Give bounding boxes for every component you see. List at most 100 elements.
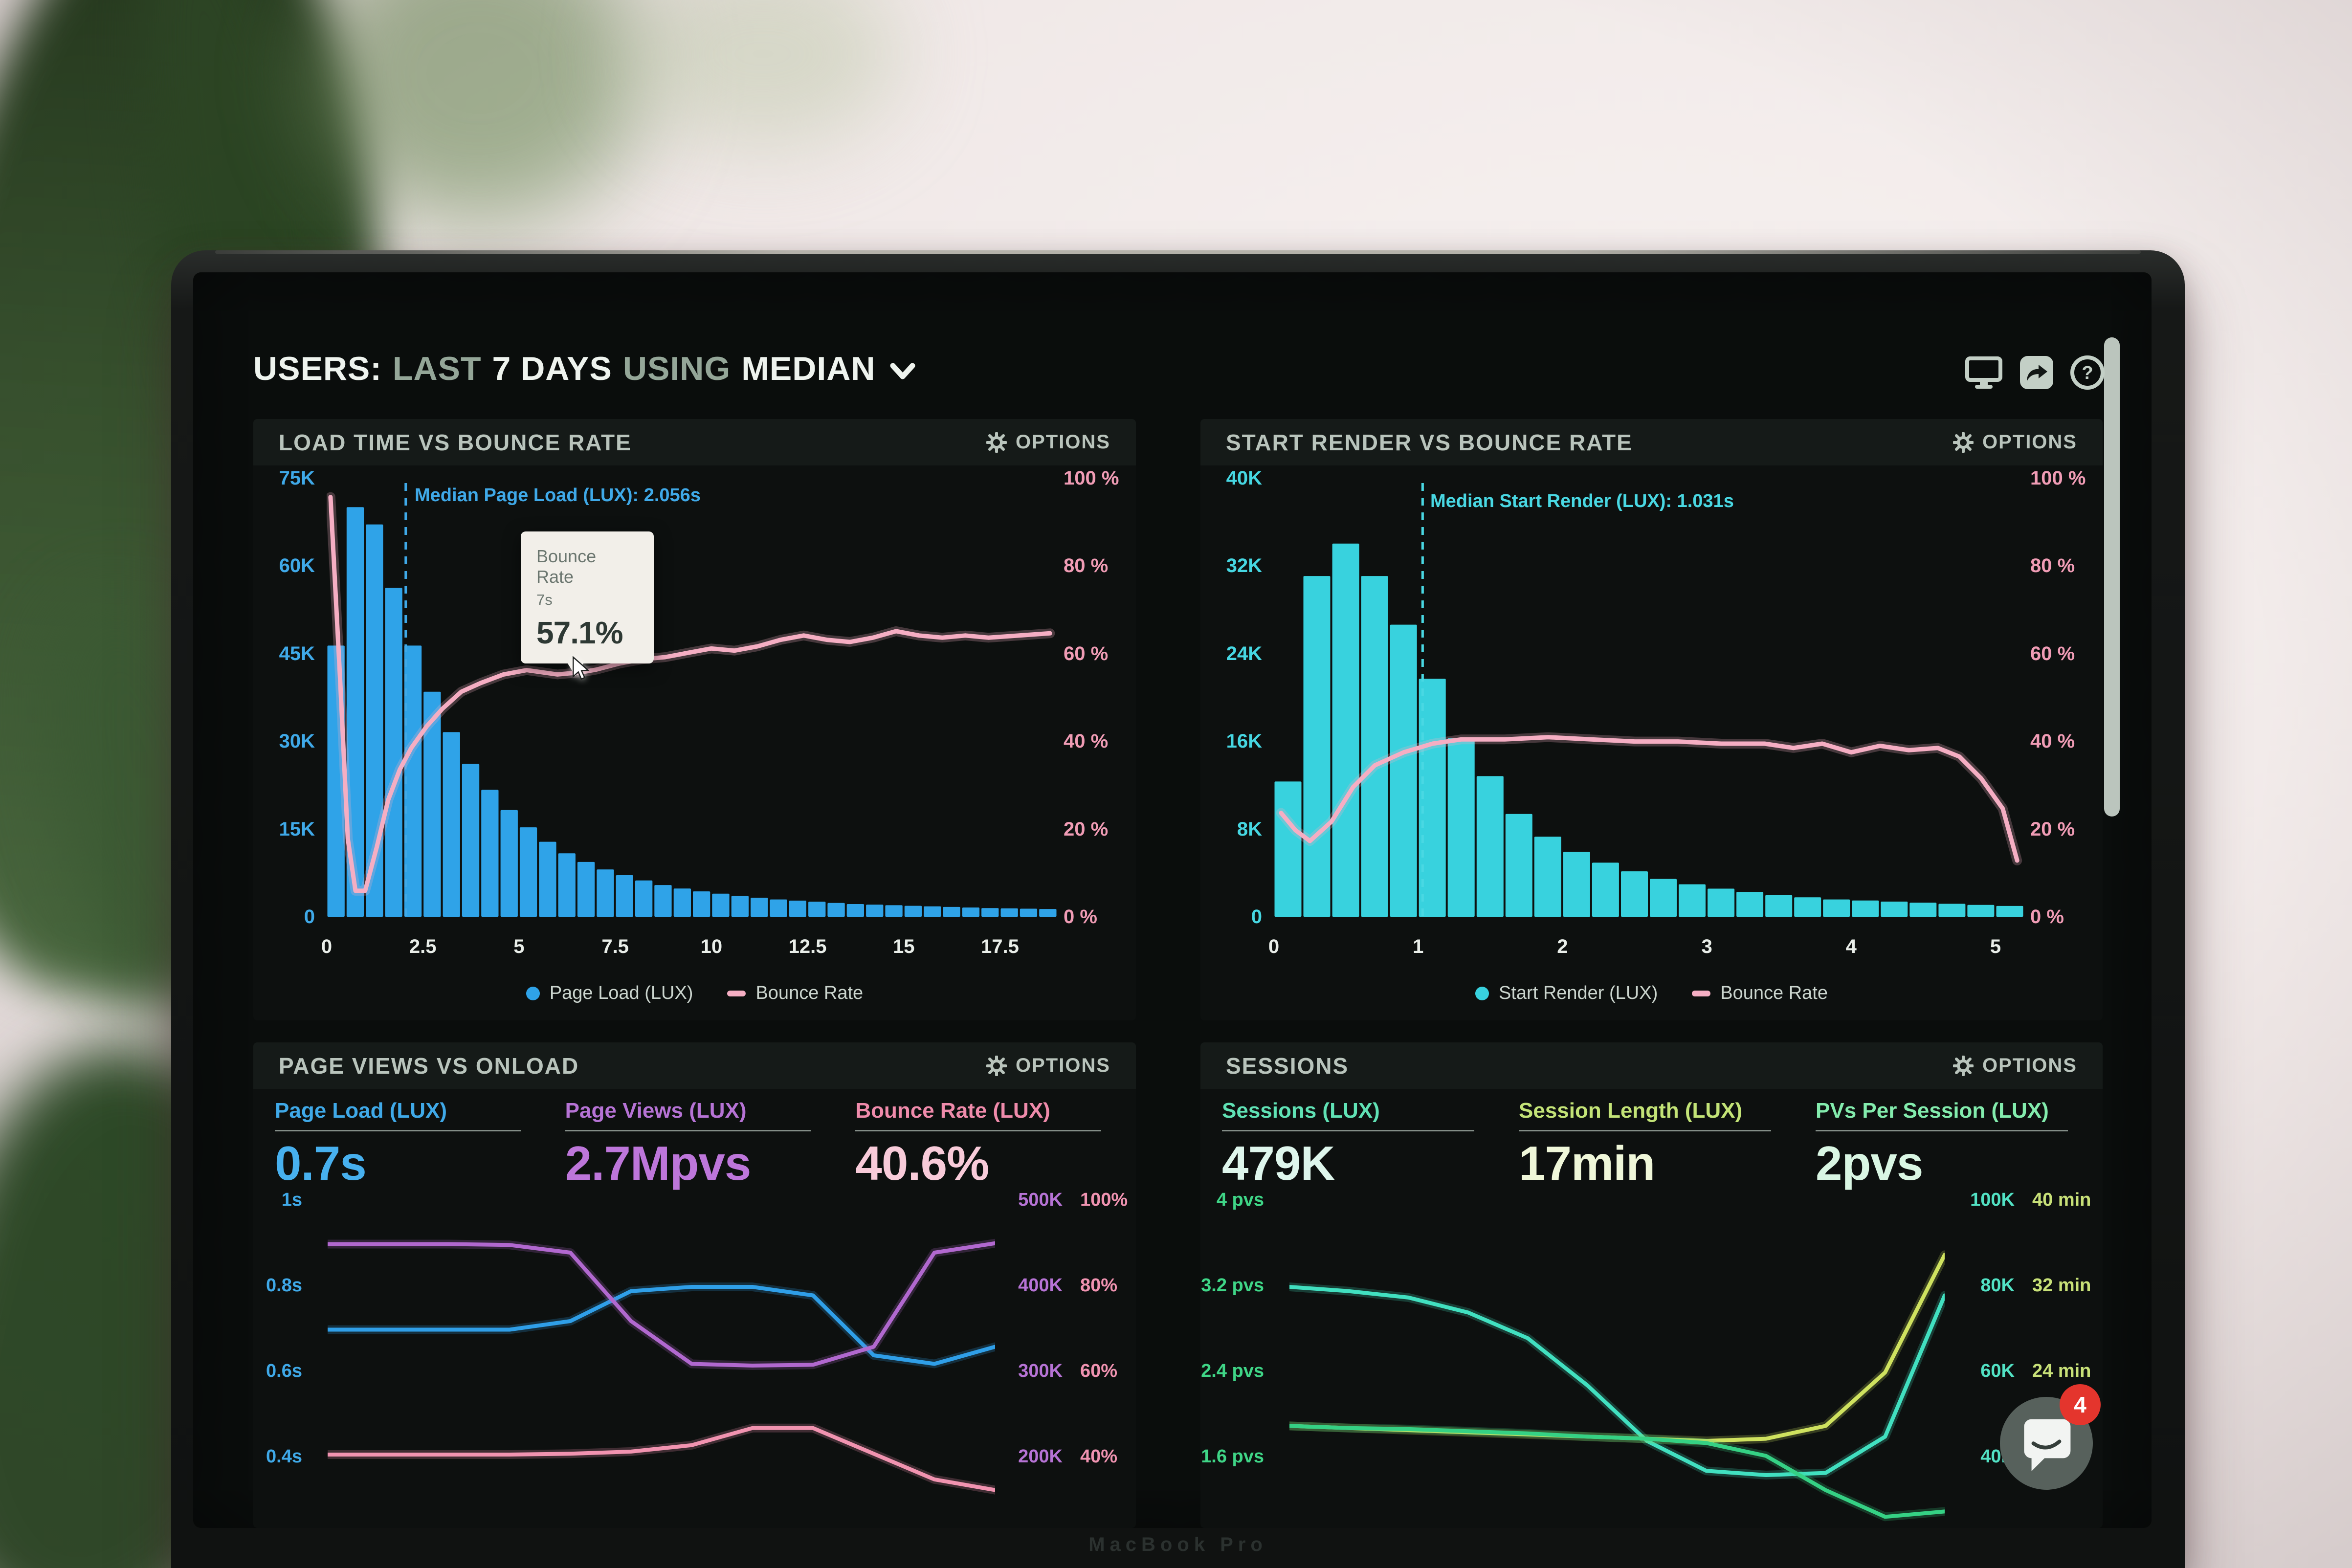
x-axis-label: 4 xyxy=(1845,936,1857,957)
chat-unread-badge: 4 xyxy=(2060,1384,2101,1425)
options-label: OPTIONS xyxy=(1015,1055,1110,1076)
options-button[interactable]: OPTIONS xyxy=(1953,431,2077,453)
options-button[interactable]: OPTIONS xyxy=(986,431,1110,453)
tooltip-x-value: 7s xyxy=(536,591,553,608)
share-icon[interactable] xyxy=(2019,355,2054,392)
legend-label: Bounce Rate xyxy=(755,983,864,1003)
y-axis-right: 100 % 80 % 60 % 40 % 20 % 0 % xyxy=(2030,467,2098,928)
y-axis-right: 500K 100% 400K 80% 300K 60% 200K 40% xyxy=(1004,1184,1128,1528)
y-axis-left: 1s 0.8s 0.6s 0.4s xyxy=(253,1184,302,1528)
help-icon[interactable]: ? xyxy=(2070,355,2105,392)
metric-label: Bounce Rate (LUX) xyxy=(855,1099,1050,1123)
x-axis-label: 2 xyxy=(1557,936,1568,957)
laptop-brand-text: MacBook Pro xyxy=(1088,1534,1267,1555)
svg-text:?: ? xyxy=(2082,363,2093,383)
title-part: USING xyxy=(622,350,731,387)
x-axis-label: 15 xyxy=(893,936,915,957)
sessions-plot[interactable] xyxy=(1289,1184,1945,1528)
panel-header: PAGE VIEWS VS ONLOAD xyxy=(253,1042,1136,1089)
load-time-chart: 75K 60K 45K 30K 15K 0 100 % 80 % 60 % 40 % 20 % 0 … xyxy=(253,465,1136,1020)
x-axis-label: 7.5 xyxy=(601,936,629,957)
options-button[interactable]: OPTIONS xyxy=(986,1055,1110,1077)
y-axis-label: 80% xyxy=(1080,1275,1118,1296)
median-annotation: Median Page Load (LUX): 2.056s xyxy=(415,485,701,506)
x-axis-label: 12.5 xyxy=(788,936,827,957)
legend-item[interactable]: Bounce Rate xyxy=(727,983,863,1004)
dashboard-screen: USERS: LAST 7 DAYS USING MEDIAN xyxy=(193,272,2152,1528)
y-axis-label: 20 % xyxy=(2030,818,2075,840)
load-time-vs-bounce-rate-bars xyxy=(327,507,1057,917)
y-axis-right-row: 200K 40% xyxy=(1004,1446,1117,1467)
y-axis-label: 0 xyxy=(304,905,315,928)
y-axis-label: 0.6s xyxy=(266,1361,302,1381)
series-line xyxy=(328,1426,995,1492)
bounce-rate-line xyxy=(1279,735,2019,863)
metric-page-views: Page Views (LUX) 2.7Mpvs xyxy=(565,1099,821,1187)
bounce-rate-line xyxy=(328,495,1052,893)
y-axis-label: 100K xyxy=(1970,1190,2015,1210)
panel-title: START RENDER VS BOUNCE RATE xyxy=(1226,429,1633,455)
metric-sessions: Sessions (LUX) 479K xyxy=(1222,1099,1485,1187)
legend-item[interactable]: Start Render (LUX) xyxy=(1475,983,1658,1004)
plant-leaf-blur xyxy=(313,0,645,225)
page-views-plot[interactable] xyxy=(328,1184,995,1528)
metric-value: 2pvs xyxy=(1816,1136,1923,1190)
header-icons: ? xyxy=(1964,354,2105,392)
options-label: OPTIONS xyxy=(1015,431,1110,453)
legend-item[interactable]: Page Load (LUX) xyxy=(526,983,693,1004)
y-axis-label: 32K xyxy=(1226,555,1262,577)
legend-label: Page Load (LUX) xyxy=(549,983,693,1003)
y-axis-left: 40K 32K 24K 16K 8K 0 xyxy=(1204,467,1262,928)
x-axis-label: 1 xyxy=(1413,936,1424,957)
y-axis-right-row: 100K 40 min xyxy=(1956,1190,2091,1211)
panel-page-views-vs-onload: PAGE VIEWS VS ONLOAD xyxy=(253,1042,1136,1528)
series-line xyxy=(1289,1424,1945,1519)
y-axis-label: 0 % xyxy=(1064,905,1097,928)
y-axis-label: 8K xyxy=(1237,818,1262,840)
title-part: USERS: xyxy=(253,350,382,387)
start-render-plot[interactable] xyxy=(1274,480,2024,918)
y-axis-label: 16K xyxy=(1226,730,1262,752)
metric-value: 0.7s xyxy=(275,1136,367,1190)
y-axis-label: 60 % xyxy=(1064,642,1109,664)
y-axis-label: 0.8s xyxy=(266,1275,302,1296)
load-time-plot[interactable] xyxy=(327,480,1058,918)
metric-value: 17min xyxy=(1519,1136,1655,1190)
vertical-scrollbar[interactable] xyxy=(2104,337,2120,817)
metric-underline xyxy=(1816,1130,2068,1131)
y-axis-label: 2.4 pvs xyxy=(1201,1361,1264,1381)
metric-underline xyxy=(275,1130,521,1131)
y-axis-label: 0 xyxy=(1251,905,1262,928)
chevron-down-icon[interactable] xyxy=(889,361,916,382)
chat-widget-button[interactable]: 4 xyxy=(2000,1384,2101,1490)
y-axis-label: 0.4s xyxy=(266,1446,302,1467)
gear-icon xyxy=(1953,432,1974,453)
x-axis-label: 2.5 xyxy=(409,936,437,957)
metric-label: Page Load (LUX) xyxy=(275,1099,447,1123)
y-axis-right-row: 80K 32 min xyxy=(1956,1275,2091,1296)
y-axis-label: 400K xyxy=(1018,1275,1063,1296)
title-part: MEDIAN xyxy=(741,350,876,387)
panel-header: SESSIONS OPTIONS xyxy=(1200,1042,2103,1089)
y-axis-label: 40% xyxy=(1080,1446,1118,1467)
legend-dot-marker xyxy=(1475,986,1489,1000)
legend-label: Start Render (LUX) xyxy=(1499,983,1658,1003)
sessions-chart: 4 pvs 3.2 pvs 2.4 pvs 1.6 pvs 100K 40 min 80K… xyxy=(1200,1184,2103,1528)
y-axis-label: 100 % xyxy=(1064,467,1119,489)
legend-item[interactable]: Bounce Rate xyxy=(1692,983,1828,1004)
series-line xyxy=(328,1285,995,1366)
display-icon[interactable] xyxy=(1964,354,2003,392)
y-axis-label: 32 min xyxy=(2032,1275,2091,1296)
y-axis-label: 0 % xyxy=(2030,905,2064,928)
y-axis-right-row: 500K 100% xyxy=(1004,1190,1128,1211)
x-axis-label: 0 xyxy=(1268,936,1280,957)
y-axis-label: 45K xyxy=(279,642,315,664)
x-axis-label: 17.5 xyxy=(981,936,1019,957)
y-axis-label: 24 min xyxy=(2032,1361,2091,1381)
chart-tooltip: Bounce Rate 7s 57.1% xyxy=(521,531,654,676)
metric-label: PVs Per Session (LUX) xyxy=(1816,1099,2049,1123)
options-button[interactable]: OPTIONS xyxy=(1953,1055,2077,1077)
panel-title: PAGE VIEWS VS ONLOAD xyxy=(279,1053,579,1079)
y-axis-label: 80 % xyxy=(2030,555,2075,577)
options-label: OPTIONS xyxy=(1982,1055,2077,1076)
